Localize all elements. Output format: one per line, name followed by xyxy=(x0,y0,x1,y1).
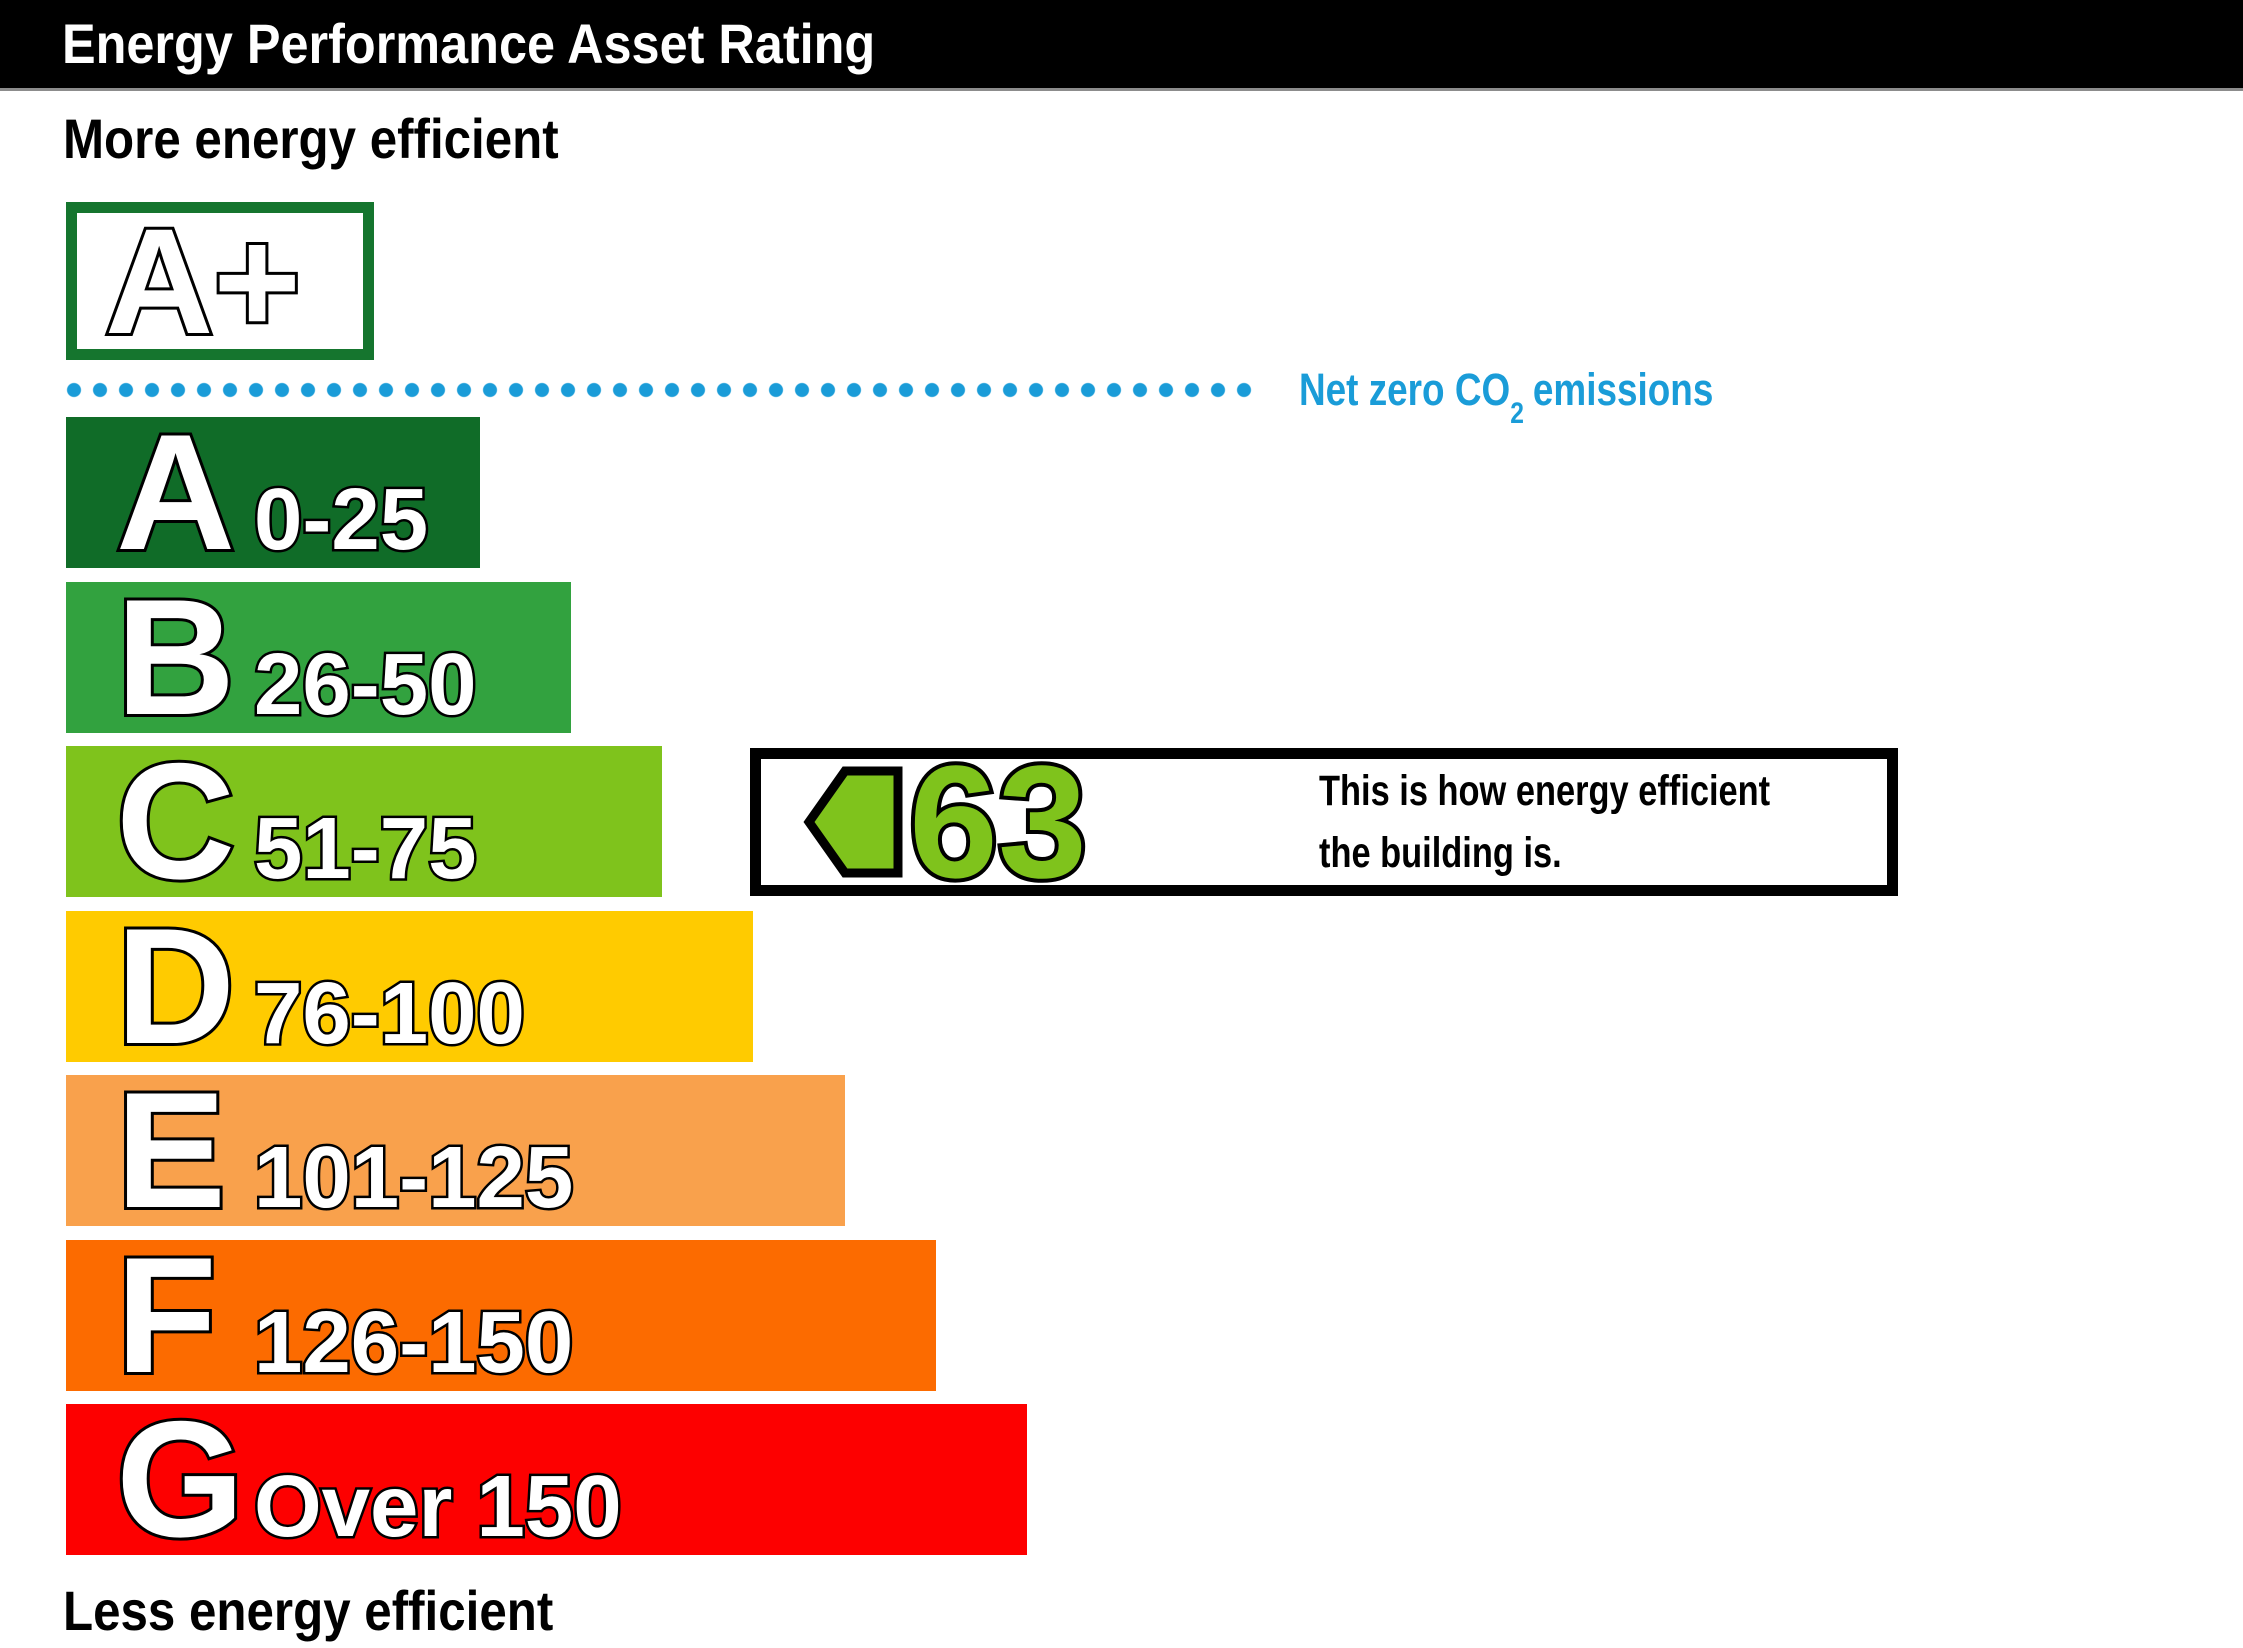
band-row: G Over 150 xyxy=(66,1387,1027,1571)
band-row: B 26-50 xyxy=(66,565,571,749)
header-divider xyxy=(0,88,2243,91)
band-letter: C xyxy=(113,729,238,913)
band-row: C 51-75 xyxy=(66,729,662,913)
band-range: 51-75 xyxy=(252,798,480,900)
net-zero-subscript: 2 xyxy=(1510,397,1524,430)
band-range: 26-50 xyxy=(252,634,480,736)
less-efficient-label: Less energy efficient xyxy=(63,1579,554,1642)
header-bar: Energy Performance Asset Rating xyxy=(0,0,2243,88)
rating-indicator-box: 63 This is how energy efficient the buil… xyxy=(750,732,1898,911)
rating-value: 63 xyxy=(905,732,1091,911)
band-range: 76-100 xyxy=(252,963,528,1065)
more-efficient-label: More energy efficient xyxy=(63,107,559,170)
net-zero-text: Net zero CO xyxy=(1299,364,1511,415)
band-range: 101-125 xyxy=(251,1127,575,1229)
rating-description-line1: This is how energy efficient xyxy=(1319,767,1771,815)
rating-description-line2: the building is. xyxy=(1319,829,1562,877)
band-letter: G xyxy=(113,1387,247,1571)
band-row: A 0-25 xyxy=(66,400,480,584)
net-zero-dotted-line xyxy=(66,382,1262,398)
net-zero-suffix: emissions xyxy=(1532,364,1714,415)
band-row: D 76-100 xyxy=(66,894,753,1078)
net-zero-label: Net zero CO2 emissions xyxy=(1299,362,1714,429)
rating-description: This is how energy efficient the buildin… xyxy=(1319,760,1883,884)
band-range: 126-150 xyxy=(251,1292,575,1394)
band-a-plus: A+ xyxy=(66,202,374,360)
band-row: F 126-150 xyxy=(66,1223,936,1407)
band-range: 0-25 xyxy=(251,469,430,571)
band-letter: A xyxy=(113,400,238,584)
band-letter: E xyxy=(113,1058,229,1242)
band-range: Over 150 xyxy=(252,1456,625,1558)
band-letter: F xyxy=(113,1223,220,1407)
band-a-plus-letter: A+ xyxy=(102,197,304,365)
page-title: Energy Performance Asset Rating xyxy=(62,12,876,75)
band-row: E 101-125 xyxy=(66,1058,845,1242)
band-letter: B xyxy=(113,565,238,749)
left-arrow-icon xyxy=(803,766,903,878)
left-arrow-shape xyxy=(803,766,903,878)
band-letter: D xyxy=(113,894,238,1078)
